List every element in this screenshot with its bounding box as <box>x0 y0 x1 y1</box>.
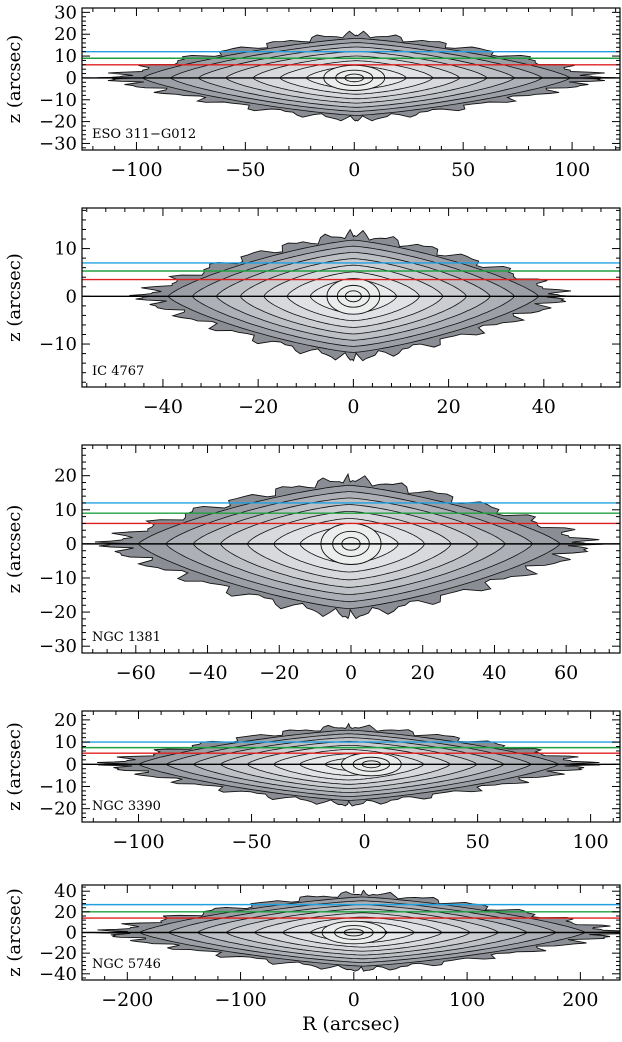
x-tick-label: −200 <box>101 989 153 1011</box>
y-tick-label: −10 <box>39 334 77 355</box>
panel-frame <box>81 7 621 151</box>
y-tick-label: 20 <box>54 902 77 923</box>
y-tick-label: 0 <box>66 286 77 307</box>
x-tick-label: 100 <box>572 831 608 853</box>
galaxy-name-label: NGC 5746 <box>92 957 161 972</box>
y-axis-label: z (arcsec) <box>4 253 25 342</box>
y-axis-label: z (arcsec) <box>4 722 25 811</box>
y-tick-label: −30 <box>39 636 77 657</box>
y-tick-label: 20 <box>54 710 77 731</box>
panel-3: −60 −40 −20 0 20 40 60 −30 −20 −10 0 10 20 z (arcsec)… <box>4 444 621 684</box>
x-tick-label: 20 <box>437 396 461 418</box>
y-tick-label: −40 <box>39 964 77 985</box>
y-axis-label: z (arcsec) <box>4 888 25 977</box>
x-tick-label: 0 <box>348 159 360 181</box>
panel-plot-area <box>82 30 620 122</box>
y-tick-label: −20 <box>39 112 77 133</box>
y-tick-label: −10 <box>39 90 77 111</box>
galaxy-name-label: NGC 3390 <box>92 799 161 814</box>
panel-2: −40 −20 0 20 40 −10 0 10 z (arcsec) IC 4767 <box>4 207 621 418</box>
x-tick-label: 0 <box>348 989 360 1011</box>
galaxy-name-label: IC 4767 <box>92 364 144 379</box>
x-tick-label: 60 <box>554 662 578 684</box>
x-tick-label: −100 <box>112 831 164 853</box>
y-tick-label: −10 <box>39 568 77 589</box>
x-tick-label: −100 <box>110 159 162 181</box>
x-tick-label: 40 <box>482 662 506 684</box>
y-tick-label: −20 <box>39 799 77 820</box>
x-tick-label: −20 <box>238 396 278 418</box>
y-tick-label: 30 <box>54 2 77 23</box>
panel-plot-area <box>82 889 620 972</box>
x-axis-label: R (arcsec) <box>302 1013 400 1035</box>
x-tick-label: 50 <box>451 159 475 181</box>
x-tick-label: 0 <box>347 396 359 418</box>
panel-plot-area <box>82 472 620 620</box>
y-axis-label: z (arcsec) <box>4 505 25 594</box>
y-tick-label: 0 <box>66 754 77 775</box>
y-tick-label: −10 <box>39 776 77 797</box>
x-tick-label: 100 <box>449 989 485 1011</box>
x-tick-label: −40 <box>187 662 227 684</box>
y-tick-label: −20 <box>39 943 77 964</box>
y-tick-label: 10 <box>54 732 77 753</box>
galaxy-name-label: NGC 1381 <box>92 630 161 645</box>
y-tick-label: −30 <box>39 133 77 154</box>
y-tick-label: 20 <box>54 466 77 487</box>
x-tick-label: −60 <box>116 662 156 684</box>
y-tick-label: 0 <box>66 534 77 555</box>
x-tick-label: 100 <box>554 159 590 181</box>
panel-frame <box>81 207 621 388</box>
panel-plot-area <box>82 228 620 362</box>
x-tick-label: −40 <box>143 396 183 418</box>
x-tick-label: 0 <box>345 662 357 684</box>
y-tick-label: 10 <box>54 46 77 67</box>
y-axis-label: z (arcsec) <box>4 35 25 124</box>
x-tick-label: 40 <box>532 396 556 418</box>
x-tick-label: 0 <box>359 831 371 853</box>
x-tick-label: 20 <box>411 662 435 684</box>
galaxy-name-label: ESO 311−G012 <box>92 127 196 142</box>
y-tick-label: 10 <box>54 239 77 260</box>
x-tick-label: −50 <box>225 159 265 181</box>
y-tick-label: 10 <box>54 500 77 521</box>
x-tick-label: −100 <box>214 989 266 1011</box>
x-tick-label: 50 <box>465 831 489 853</box>
panel-frame <box>81 710 621 823</box>
panel-plot-area <box>82 722 620 807</box>
y-tick-label: 20 <box>54 24 77 45</box>
y-tick-label: −20 <box>39 602 77 623</box>
y-tick-label: 0 <box>66 923 77 944</box>
y-tick-label: 40 <box>54 881 77 902</box>
x-tick-label: −50 <box>231 831 271 853</box>
x-tick-label: −20 <box>259 662 299 684</box>
x-tick-label: 200 <box>562 989 598 1011</box>
y-tick-label: 0 <box>66 68 77 89</box>
